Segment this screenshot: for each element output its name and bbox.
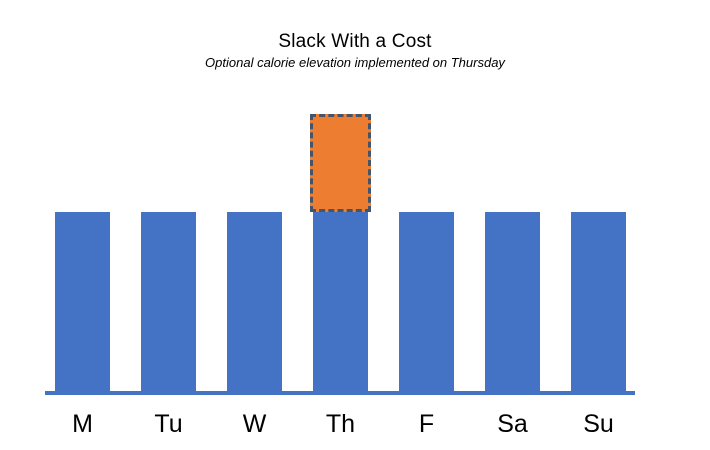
x-axis-label-su: Su (583, 410, 614, 438)
bars-row (55, 114, 626, 393)
chart-title: Slack With a Cost (278, 31, 432, 52)
x-axis-label-tu: Tu (154, 410, 183, 438)
x-axis-label-f: F (418, 410, 435, 438)
x-axis-labels: M Tu W Th F Sa Su (55, 410, 626, 439)
baseline-bar (141, 212, 196, 393)
baseline-bar (227, 212, 282, 393)
baseline-bar (571, 212, 626, 393)
bar-column-su (571, 212, 626, 393)
chart-subtitle: Optional calorie elevation implemented o… (205, 55, 505, 70)
bar-column-m (55, 212, 110, 393)
x-axis-label-m: M (72, 410, 93, 438)
bar-column-th (310, 114, 371, 393)
baseline-bar (399, 212, 454, 393)
x-axis-line (45, 391, 635, 395)
baseline-bar (55, 212, 110, 393)
baseline-bar (313, 212, 368, 393)
bar-column-sa (485, 212, 540, 393)
x-axis-label-th: Th (325, 410, 356, 438)
bar-column-w (227, 212, 282, 393)
x-axis-label-sa: Sa (497, 410, 528, 438)
baseline-bar (485, 212, 540, 393)
x-axis-label-w: W (242, 410, 267, 438)
bar-column-f (399, 212, 454, 393)
optional-elevation-segment[interactable] (310, 114, 371, 212)
bar-column-tu (141, 212, 196, 393)
